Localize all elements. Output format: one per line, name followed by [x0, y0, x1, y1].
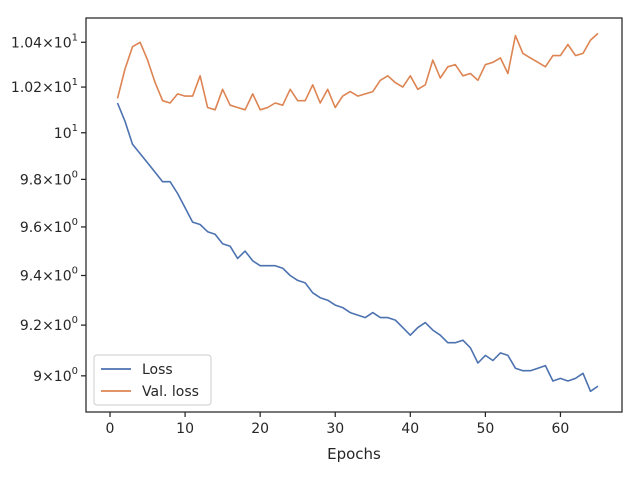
- series-line-loss: [116, 102, 599, 393]
- x-tick-label: 50: [476, 421, 494, 437]
- y-tick-label: 1.04×101: [11, 32, 78, 51]
- y-tick-label: 101: [54, 123, 78, 142]
- x-tick-label: 10: [176, 421, 194, 437]
- legend-label: Loss: [142, 362, 173, 378]
- x-tick-label: 0: [106, 421, 115, 437]
- series-line-val-loss: [116, 32, 599, 111]
- legend-label: Val. loss: [142, 384, 199, 400]
- y-tick-label: 9.4×100: [20, 266, 78, 285]
- x-axis-label: Epochs: [327, 445, 381, 463]
- y-tick-label: 1.02×101: [11, 77, 78, 96]
- y-tick-label: 9×100: [33, 366, 78, 385]
- x-tick-marks: 0 10 20 30 40 50 60: [106, 412, 570, 437]
- y-tick-label: 9.2×100: [20, 315, 78, 334]
- y-tick-label: 9.6×100: [20, 217, 78, 236]
- legend: Loss Val. loss: [93, 354, 212, 406]
- x-tick-label: 20: [251, 421, 269, 437]
- x-tick-label: 40: [401, 421, 419, 437]
- x-tick-label: 30: [326, 421, 344, 437]
- series-lines: [116, 32, 599, 393]
- legend-box: [93, 354, 212, 406]
- x-tick-label: 60: [552, 421, 570, 437]
- y-tick-marks: 9×100 9.2×100 9.4×100 9.6×100 9.8×100 101 1.02…: [11, 32, 86, 385]
- plot-frame: [85, 17, 623, 413]
- y-tick-label: 9.8×100: [20, 169, 78, 188]
